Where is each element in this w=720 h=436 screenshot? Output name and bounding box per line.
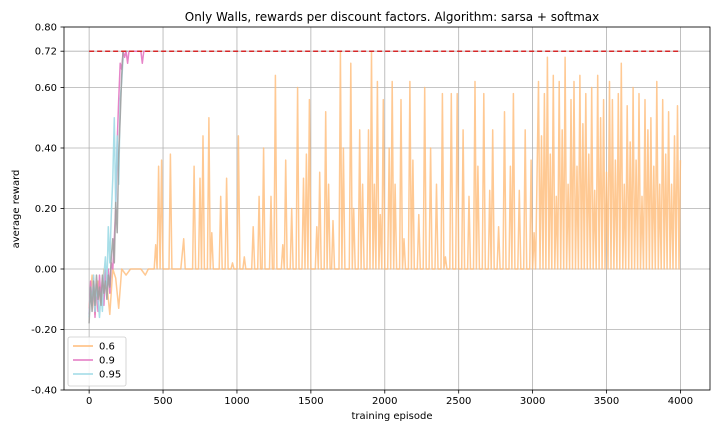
- y-tick-label: 0.20: [35, 204, 57, 215]
- y-tick-label: 0.40: [35, 144, 57, 155]
- x-axis-label: training episode: [351, 411, 432, 422]
- series-0.6: [88, 50, 682, 316]
- x-tick-label: 3500: [594, 396, 619, 407]
- series-unlabeled: [88, 50, 128, 324]
- x-tick-label: 0: [86, 396, 92, 407]
- legend-label: 0.95: [99, 370, 121, 381]
- x-tick-label: 2000: [372, 396, 397, 407]
- legend-label: 0.6: [99, 342, 115, 353]
- x-tick-label: 3000: [520, 396, 545, 407]
- y-tick-label: 0.00: [35, 265, 57, 276]
- x-tick-label: 4000: [668, 396, 693, 407]
- y-tick-label: 0.60: [35, 83, 57, 94]
- y-tick-label: 0.80: [35, 23, 57, 34]
- y-tick-label: 0.72: [35, 47, 57, 58]
- y-axis-label: average reward: [11, 170, 22, 249]
- y-tick-label: -0.20: [31, 325, 57, 336]
- series-layer: [88, 50, 682, 324]
- series-line: [88, 50, 128, 324]
- chart-title: Only Walls, rewards per discount factors…: [185, 10, 600, 24]
- x-tick-label: 1000: [224, 396, 249, 407]
- x-tick-label: 1500: [298, 396, 323, 407]
- y-tick-label: -0.40: [31, 386, 57, 397]
- legend: 0.6 0.9 0.95: [67, 336, 127, 387]
- x-tick-label: 500: [153, 396, 172, 407]
- x-tick-label: 2500: [446, 396, 471, 407]
- series-line: [88, 50, 682, 316]
- tick-layer: 0 500 1000 1500 2000 2500 3000 3500 4000 -0.40 -0.…: [31, 23, 693, 408]
- legend-label: 0.9: [99, 356, 115, 367]
